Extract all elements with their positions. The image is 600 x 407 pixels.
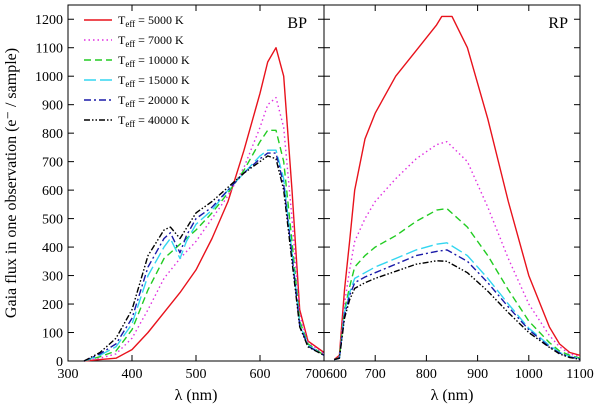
y-tick-label: 400	[42, 241, 63, 256]
y-tick-label: 0	[56, 355, 63, 370]
y-tick-label: 1100	[36, 42, 63, 57]
y-tick-label: 700	[42, 156, 63, 171]
y-tick-label: 800	[42, 127, 63, 142]
x-tick-label: 400	[122, 367, 143, 382]
series-line-7000	[333, 141, 581, 361]
series-line-20000	[83, 152, 325, 362]
series-line-10000	[333, 207, 581, 361]
series-line-7000	[83, 96, 325, 362]
y-tick-label: 900	[42, 99, 63, 114]
series-line-5000	[333, 15, 581, 361]
y-tick-label: 600	[42, 184, 63, 199]
legend-label: Teff = 5000 K	[118, 13, 184, 29]
x-tick-label: 700	[365, 367, 386, 382]
legend-label: Teff = 15000 K	[118, 73, 190, 89]
legend: Teff = 5000 K Teff = 7000 K Teff = 10000 K…	[84, 13, 190, 129]
series-line-5000	[83, 47, 325, 362]
legend-label: Teff = 10000 K	[118, 53, 190, 69]
x-tick-label: 500	[186, 367, 207, 382]
series-line-10000	[83, 129, 325, 362]
y-tick-label: 300	[42, 270, 63, 285]
x-tick-label-shared: 700600	[305, 367, 347, 382]
y-tick-label: 200	[42, 298, 63, 313]
x-tick-label: 1100	[566, 367, 593, 382]
bp-series-group	[83, 47, 325, 362]
x-tick-label: 800	[416, 367, 437, 382]
legend-label: Teff = 40000 K	[118, 113, 190, 129]
bp-x-axis-title: λ (nm)	[175, 387, 218, 404]
y-tick-label: 1200	[35, 13, 63, 28]
series-line-20000	[334, 249, 581, 361]
y-tick-label: 500	[42, 213, 63, 228]
right-panel: 700 800 900 1000 1100 RP λ (nm)	[323, 4, 594, 404]
y-tick-label: 1000	[35, 70, 63, 85]
series-line-15000	[334, 242, 581, 361]
rp-x-axis-title: λ (nm)	[431, 387, 474, 404]
x-tick-label: 900	[467, 367, 488, 382]
x-tick-label: 1000	[515, 367, 543, 382]
rp-panel-label: RP	[548, 15, 568, 32]
bp-panel-label: BP	[287, 15, 307, 32]
y-axis: 0 100 200 300 400 500 600 700 800 900 1000 1100 1200	[35, 13, 580, 370]
x-tick-label: 300	[58, 367, 79, 382]
left-panel: 300 400 500 600 700600 BP Teff = 5000 KTeff …	[58, 4, 347, 404]
rp-panel-frame	[323, 4, 581, 362]
rp-series-group	[333, 15, 581, 361]
y-tick-label: 100	[42, 327, 63, 342]
x-tick-label: 600	[250, 367, 271, 382]
bp-ticks: 300 400 500 600 700600	[58, 5, 347, 382]
series-line-15000	[83, 149, 325, 362]
legend-label: Teff = 7000 K	[118, 33, 184, 49]
y-axis-title: Gaia flux in one observation (e⁻ / sampl…	[3, 48, 20, 318]
series-line-40000	[334, 260, 581, 361]
legend-label: Teff = 20000 K	[118, 93, 190, 109]
rp-ticks: 700 800 900 1000 1100	[365, 5, 594, 382]
series-line-40000	[83, 155, 325, 362]
